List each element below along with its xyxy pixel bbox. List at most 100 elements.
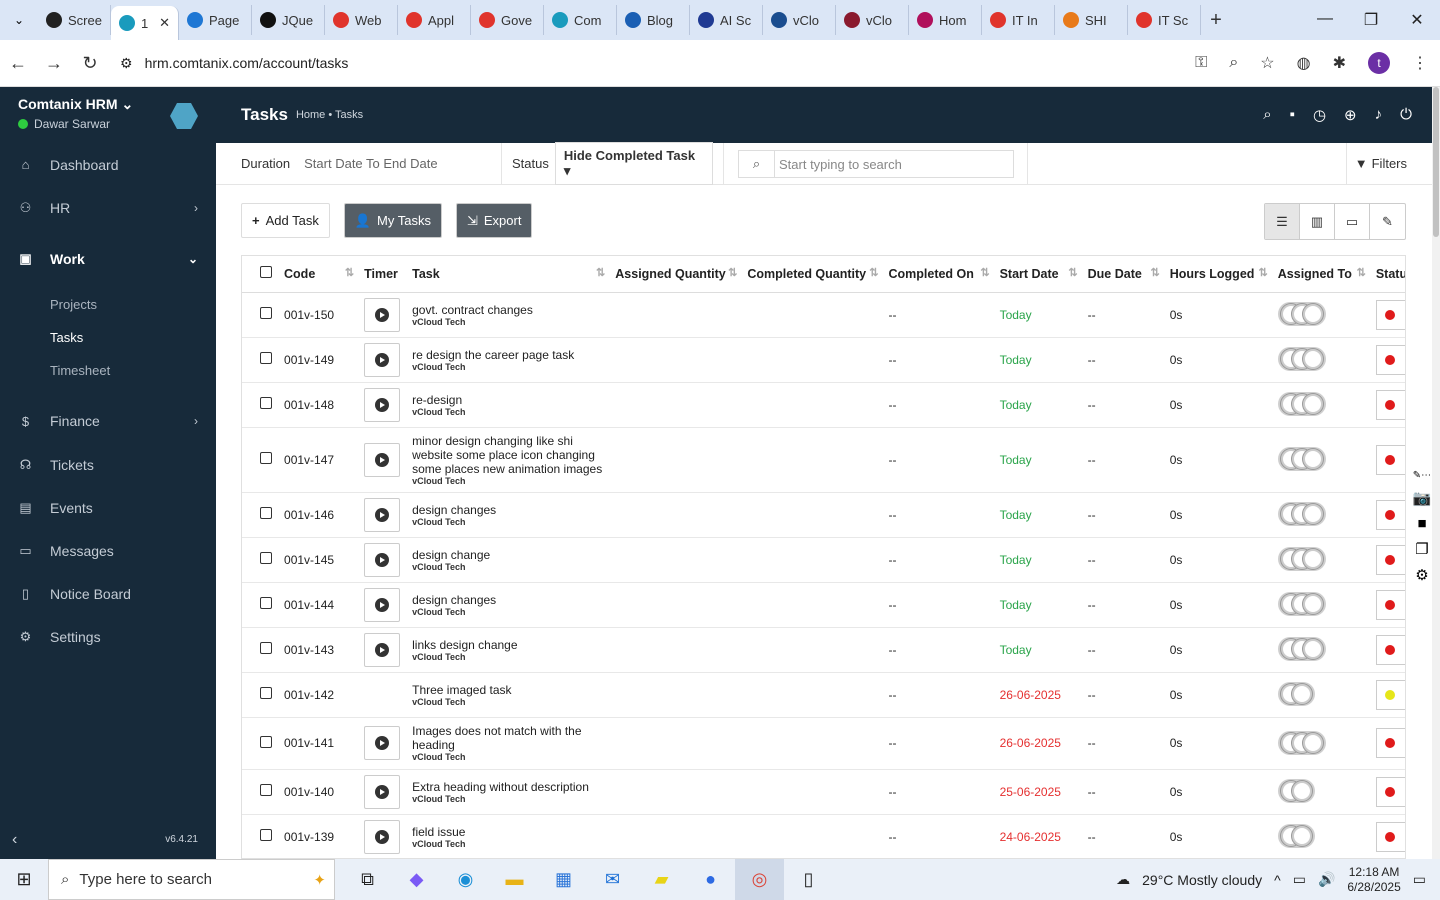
windows-start-icon[interactable]: ⊞ (16, 869, 32, 889)
my-tasks-button[interactable]: 👤 My Tasks (343, 203, 442, 238)
browser-menu-icon[interactable]: ⋮ (1412, 55, 1428, 72)
assignee-avatars[interactable] (1277, 824, 1315, 848)
avatar[interactable] (1302, 639, 1323, 659)
sidebar-item-hr[interactable]: ⚇ HR › (0, 186, 216, 230)
avatar[interactable] (1302, 594, 1323, 614)
browser-tab[interactable]: AI Sc (690, 5, 763, 35)
select-all-checkbox[interactable] (260, 266, 272, 279)
status-select[interactable]: Inco (1375, 589, 1405, 620)
column-header-completed-quantity[interactable]: Completed Quantity ⇅ (741, 256, 883, 293)
task-code[interactable]: 001v-144 (284, 597, 335, 612)
row-checkbox[interactable] (260, 397, 272, 409)
column-header-start-date[interactable]: Start Date ⇅ (993, 256, 1082, 293)
status-select[interactable]: QA (1375, 679, 1405, 710)
browser-tab[interactable]: JQue (252, 5, 325, 35)
list-view-icon[interactable]: ☰ (1265, 204, 1300, 239)
assignee-avatars[interactable] (1277, 502, 1326, 526)
sidebar-item-events[interactable]: ▤ Events (0, 486, 216, 529)
store-icon[interactable]: ▦ (554, 869, 572, 889)
assignee-avatars[interactable] (1277, 682, 1315, 706)
avatar[interactable] (1302, 304, 1323, 324)
sidebar-item-messages[interactable]: ▭ Messages (0, 529, 216, 572)
table-row[interactable]: 001v-143 links design change vCloud Tech --… (242, 627, 1405, 673)
avatar[interactable] (1302, 732, 1323, 753)
sidebar-item-tickets[interactable]: ☊ Tickets (0, 443, 216, 486)
status-select[interactable]: Inco (1375, 544, 1405, 575)
row-checkbox[interactable] (260, 307, 272, 319)
sidebar-subitem-projects[interactable]: Projects (50, 297, 97, 312)
calendar-view-icon[interactable]: ▭ (1335, 204, 1370, 239)
start-timer-button[interactable] (364, 297, 401, 332)
assignee-avatars[interactable] (1277, 302, 1326, 326)
avatar[interactable] (1302, 394, 1323, 414)
avatar[interactable] (1302, 504, 1323, 524)
avatar[interactable] (1302, 349, 1323, 369)
sidebar-item-settings[interactable]: ⚙ Settings (0, 615, 216, 658)
translate-icon[interactable]: ◍ (1296, 55, 1311, 72)
status-select[interactable]: Inco (1375, 499, 1405, 530)
row-checkbox[interactable] (260, 352, 272, 364)
sort-icon[interactable]: ⇅ (1150, 267, 1160, 279)
zoom-app-icon[interactable]: ● (705, 869, 716, 889)
sort-icon[interactable]: ⇅ (1068, 267, 1078, 279)
row-checkbox[interactable] (260, 784, 272, 796)
column-header-due-date[interactable]: Due Date ⇅ (1081, 256, 1164, 293)
task-name[interactable]: Three imaged task (412, 682, 512, 697)
status-select[interactable]: Inco (1375, 728, 1405, 758)
task-code[interactable]: 001v-150 (284, 307, 335, 322)
duration-picker[interactable]: Start Date To End Date (304, 156, 438, 171)
sort-icon[interactable]: ⇅ (1258, 267, 1268, 279)
add-circle-icon[interactable]: ⊕ (1344, 107, 1357, 124)
status-select[interactable]: Hide Completed Task ▾ (554, 142, 713, 185)
sticky-note-icon[interactable]: ▪ (1289, 106, 1295, 123)
tray-chevron-icon[interactable]: ^ (1274, 871, 1281, 888)
status-select[interactable]: Inco (1375, 389, 1405, 420)
task-code[interactable]: 001v-147 (284, 452, 335, 467)
avatar[interactable] (1291, 781, 1312, 801)
avatar[interactable] (1302, 449, 1323, 469)
sort-icon[interactable]: ⇅ (980, 267, 990, 279)
assignee-avatars[interactable] (1277, 392, 1326, 416)
row-checkbox[interactable] (260, 735, 272, 748)
task-name[interactable]: design change (412, 547, 491, 562)
start-timer-button[interactable] (364, 387, 401, 422)
task-code[interactable]: 001v-140 (284, 784, 335, 799)
table-row[interactable]: 001v-144 design changes vCloud Tech -- Today… (242, 582, 1405, 628)
task-name[interactable]: Extra heading without description (412, 779, 589, 794)
task-code[interactable]: 001v-146 (284, 507, 335, 522)
file-explorer-icon[interactable]: ▬ (505, 869, 524, 889)
task-search[interactable]: ⌕ Start typing to search (738, 149, 1014, 178)
start-timer-button[interactable] (364, 442, 401, 477)
mail-icon[interactable]: ✉ (604, 869, 621, 889)
window-icon[interactable]: ❐ (1415, 541, 1429, 558)
forward-button[interactable]: → (45, 52, 63, 73)
row-checkbox[interactable] (260, 507, 272, 519)
row-checkbox[interactable] (260, 687, 272, 699)
start-timer-button[interactable] (364, 542, 401, 577)
address-bar[interactable]: ⚙ hrm.comtanix.com/account/tasks (120, 47, 1185, 79)
column-header-status[interactable]: Status (1369, 256, 1405, 293)
table-row[interactable]: 001v-146 design changes vCloud Tech -- Today… (242, 492, 1405, 538)
close-tab-icon[interactable]: ✕ (159, 15, 170, 30)
notepad-icon[interactable]: ▯ (803, 869, 814, 889)
weather-text[interactable]: 29°C Mostly cloudy (1142, 871, 1263, 888)
volume-icon[interactable]: 🔊 (1317, 871, 1336, 887)
browser-tab[interactable]: Hom (909, 5, 982, 35)
notification-icon[interactable]: ▭ (1412, 871, 1426, 887)
assignee-avatars[interactable] (1277, 347, 1326, 371)
row-checkbox[interactable] (260, 597, 272, 609)
table-row[interactable]: 001v-145 design change vCloud Tech -- Today -… (242, 537, 1405, 583)
maximize-button[interactable]: ❐ (1363, 12, 1379, 29)
status-select[interactable]: Inco (1375, 444, 1405, 475)
task-name[interactable]: re design the career page task (412, 347, 575, 362)
browser-tab[interactable]: Com (544, 5, 617, 35)
status-select[interactable]: Inco (1375, 299, 1405, 330)
task-code[interactable]: 001v-139 (284, 829, 335, 844)
close-window-button[interactable]: ✕ (1410, 12, 1424, 29)
sort-icon[interactable]: ⇅ (344, 267, 355, 279)
row-checkbox[interactable] (260, 452, 272, 464)
assignee-avatars[interactable] (1277, 730, 1326, 755)
row-checkbox[interactable] (260, 552, 272, 564)
start-timer-button[interactable] (364, 819, 401, 854)
sidebar-item-work[interactable]: ▣ Work ⌄ (0, 230, 216, 288)
